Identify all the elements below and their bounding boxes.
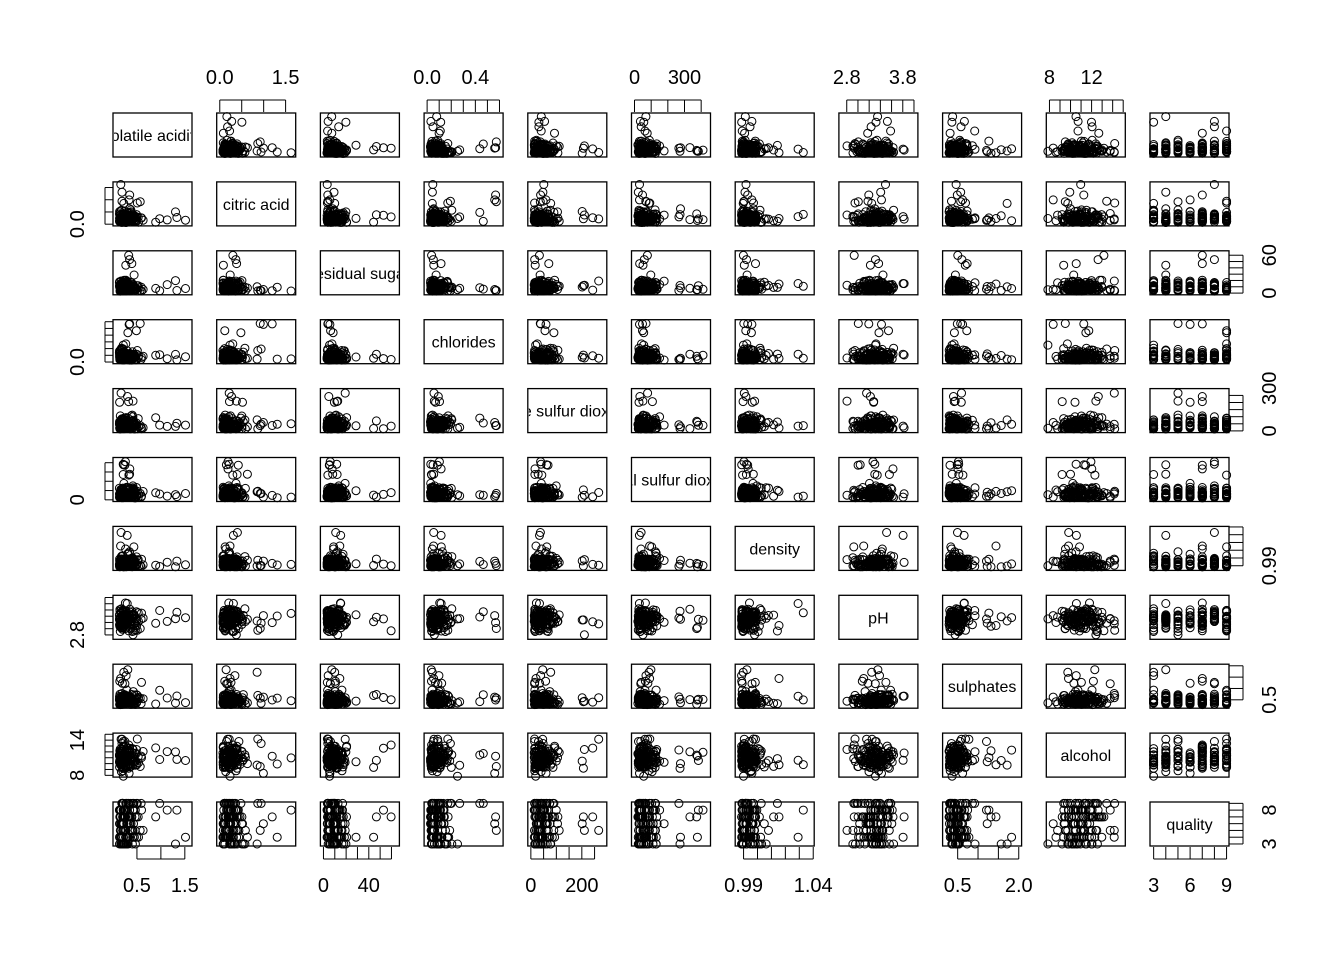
scatter-panel [839, 181, 918, 227]
diagonal-panel: citric acid [217, 182, 296, 226]
scatter-panel [1044, 181, 1125, 227]
scatter-panel [839, 251, 918, 295]
scatter-panel [1150, 251, 1231, 295]
scatter-panel [528, 181, 607, 227]
scatter-panel [217, 251, 296, 295]
scatter-panel [1044, 113, 1125, 158]
scatter-panel [632, 251, 711, 295]
scatter-panel [735, 320, 814, 365]
scatter-panel [217, 113, 296, 158]
scatter-panel [735, 113, 814, 158]
scatter-panel [113, 320, 192, 365]
variable-label: citric acid [223, 197, 290, 214]
scatter-panel [528, 251, 607, 295]
scatter-panel [632, 320, 711, 365]
scatter-panel [320, 181, 399, 227]
scatter-panel [320, 113, 399, 158]
scatter-panel [943, 181, 1022, 227]
scatter-panel [424, 181, 503, 227]
scatter-panel [943, 251, 1022, 295]
scatter-panel [1150, 181, 1231, 227]
scatter-panel [943, 113, 1022, 158]
scatter-panel [424, 113, 503, 158]
scatter-panel [424, 251, 503, 295]
variable-label: volatile acidity [103, 128, 203, 145]
scatter-panel [632, 181, 711, 227]
scatter-panel [1044, 251, 1125, 295]
variable-label: chlorides [432, 335, 496, 352]
scatter-panel [735, 181, 814, 227]
scatter-panel [839, 113, 918, 158]
variable-label: residual sugar [310, 266, 411, 283]
scatter-panel [528, 113, 607, 158]
scatter-panel [528, 320, 607, 365]
scatter-panel [320, 320, 399, 365]
diagonal-panel: chlorides [424, 320, 503, 364]
scatter-panel [735, 251, 814, 295]
scatter-panel [113, 251, 192, 295]
scatter-panel [632, 113, 711, 158]
scatter-panel [217, 320, 296, 365]
diagonal-panel: volatile acidity [103, 113, 203, 157]
diagonal-panel: residual sugar [310, 251, 411, 295]
scatter-panel [1150, 113, 1231, 158]
scatter-panel [113, 181, 192, 227]
